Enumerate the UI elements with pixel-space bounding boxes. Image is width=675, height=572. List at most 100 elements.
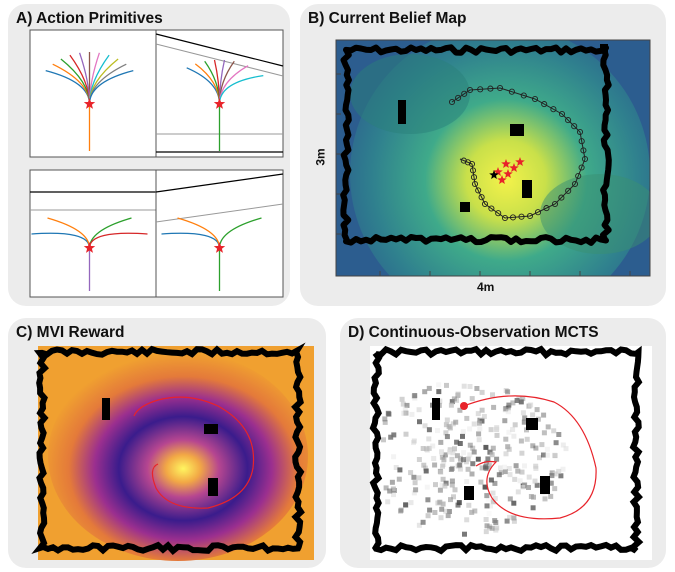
tree-cell (507, 472, 513, 478)
tree-cell (484, 503, 490, 509)
wall-outline (31, 342, 306, 556)
tree-cell (515, 468, 521, 474)
tree-cell (450, 450, 456, 456)
tree-cell (437, 487, 443, 493)
tree-cell (488, 503, 493, 509)
tree-cell (420, 519, 426, 525)
tree-cell (399, 396, 405, 402)
tree-cell (548, 480, 554, 486)
tree-cell (458, 458, 464, 463)
tree-cell (515, 468, 521, 474)
trajectory-marker (448, 98, 456, 106)
tree-cell (471, 449, 477, 455)
tree-cell (382, 416, 388, 422)
tree-cell (411, 438, 417, 444)
tree-cell (519, 450, 525, 456)
tree-cell (441, 457, 447, 463)
tree-cell (461, 450, 467, 456)
tree-cell (560, 466, 566, 472)
trajectory-marker (558, 194, 565, 201)
tree-cell (438, 469, 444, 475)
tree-cell (411, 490, 417, 496)
tree-cell (403, 431, 409, 437)
trajectory-marker (509, 214, 517, 221)
tree-cell (483, 517, 489, 522)
tree-cell (445, 513, 451, 519)
tree-cell (541, 430, 547, 436)
tree-cell (490, 490, 496, 496)
tree-cell (486, 511, 492, 517)
tree-cell (519, 469, 525, 475)
trajectory-marker (575, 172, 582, 180)
tree-cell (436, 382, 442, 388)
wall-line (155, 43, 284, 77)
tree-cell (511, 433, 517, 439)
tree-cell (398, 508, 404, 514)
tree-cell (447, 449, 453, 455)
tree-cell (403, 502, 409, 508)
tree-cell (476, 420, 482, 426)
tree-cell (492, 496, 498, 501)
tree-cell (552, 486, 558, 492)
tree-cell (412, 395, 418, 401)
subplot-frame (29, 29, 158, 158)
tree-cell (439, 449, 444, 455)
tree-cell (403, 410, 409, 416)
tree-cell (416, 522, 422, 528)
tree-cell (432, 462, 438, 468)
tree-cell (469, 471, 475, 477)
tree-cell (506, 429, 512, 435)
tree-cell (502, 464, 507, 470)
y-axis-label: 3m (313, 148, 328, 166)
tree-cell (492, 480, 498, 486)
tree-cell (476, 431, 482, 437)
tree-cell (400, 401, 406, 407)
obstacle (522, 180, 532, 198)
tree-cell (426, 427, 432, 433)
tree-cell (474, 386, 480, 391)
tree-cell (460, 429, 466, 435)
tree-cell (541, 412, 547, 418)
tree-cell (465, 456, 471, 462)
tree-cell (454, 439, 460, 445)
primitive-subplot (155, 29, 284, 158)
tree-cell (416, 407, 422, 413)
tree-cell (506, 446, 512, 452)
trajectory-marker (558, 110, 566, 118)
star-marker (493, 167, 503, 176)
tree-cell (481, 414, 487, 419)
tree-cell (503, 451, 509, 457)
tree-cell (444, 434, 450, 440)
tree-cell (528, 402, 534, 408)
tree-cell (488, 477, 494, 483)
primitive-subplot (29, 29, 158, 158)
tree-cell (461, 457, 466, 463)
tree-cell (446, 509, 452, 514)
tree-cell (518, 399, 524, 405)
tree-cell (435, 500, 441, 506)
panel-title: C) MVI Reward (16, 324, 125, 341)
tree-cell (383, 485, 389, 491)
tree-cell (542, 496, 548, 502)
star-marker (489, 170, 499, 179)
tree-cell (560, 442, 566, 448)
tree-cell (472, 508, 478, 514)
tree-cell (556, 432, 562, 437)
tree-cell (436, 389, 442, 395)
tree-cell (431, 456, 437, 461)
tree-cell (424, 484, 430, 490)
tree-cell (422, 423, 428, 429)
plot-frame (335, 39, 651, 277)
tree-cell (409, 411, 415, 417)
tree-cell (448, 402, 454, 408)
tree-cell (520, 484, 526, 490)
tree-cell (417, 419, 422, 425)
tree-cell (423, 465, 428, 471)
tree-cell (441, 462, 447, 468)
tree-cell (477, 426, 483, 432)
tree-cell (425, 497, 431, 503)
trajectory-marker (477, 86, 484, 93)
tree-cell (484, 460, 489, 466)
trajectory-marker (455, 94, 462, 101)
tree-cell (541, 452, 546, 458)
